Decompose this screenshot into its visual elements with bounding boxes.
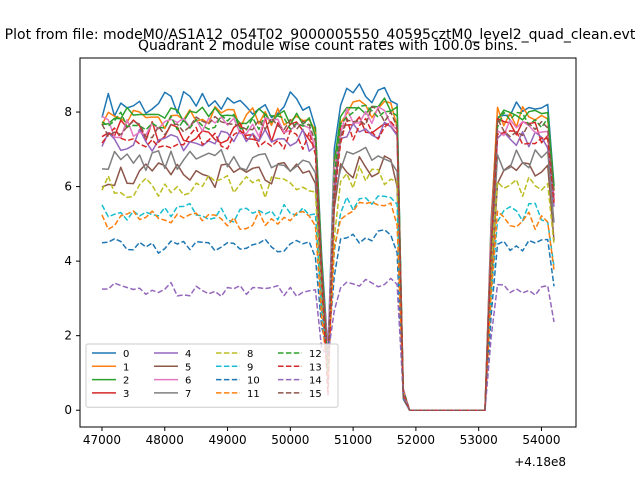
legend-label-2: 2 [123,376,129,387]
x-tick-label: 48000 [146,433,184,447]
legend-label-3: 3 [123,389,129,400]
chart-title: Quadrant 2 module wise count rates with … [138,38,518,54]
x-tick-label: 54000 [522,433,560,447]
x-tick-label: 50000 [271,433,309,447]
x-axis: 47000 48000 49000 50000 51000 52000 53000 54000 [83,427,561,447]
y-tick-label: 4 [64,254,72,268]
legend-label-5: 5 [185,362,191,373]
legend-label-11: 11 [247,389,260,400]
x-tick-label: 51000 [334,433,372,447]
figure-suptitle: Plot from file: modeM0/AS1A12_054T02_900… [5,27,636,43]
legend-label-15: 15 [309,389,322,400]
x-tick-label: 52000 [397,433,435,447]
legend-label-12: 12 [309,349,322,360]
legend-label-4: 4 [185,349,191,360]
legend-label-10: 10 [247,376,260,387]
y-tick-label: 0 [64,403,72,417]
axes-frame [79,57,577,428]
y-tick-label: 2 [64,329,72,343]
x-tick-label: 53000 [460,433,498,447]
legend-label-1: 1 [123,362,129,373]
legend-label-9: 9 [247,362,253,373]
x-tick-label: 49000 [208,433,246,447]
legend-label-7: 7 [185,389,191,400]
y-tick-label: 8 [64,105,72,119]
legend-label-14: 14 [309,376,322,387]
y-axis: 0 2 4 6 8 [64,105,80,417]
x-offset-label: +4.18e8 [514,455,566,469]
legend-box [85,343,339,408]
x-tick-label: 47000 [83,433,121,447]
y-tick-label: 6 [64,180,72,194]
legend-label-8: 8 [247,349,253,360]
legend-label-13: 13 [309,362,322,373]
legend-label-0: 0 [123,349,129,360]
legend-label-6: 6 [185,376,191,387]
